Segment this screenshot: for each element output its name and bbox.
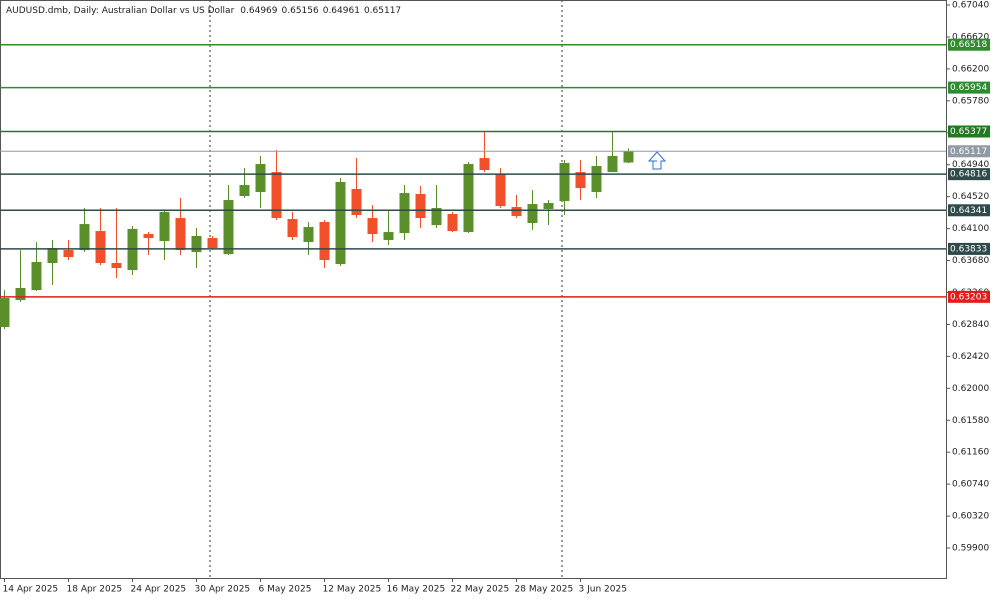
y-tick-label: 0.64520 xyxy=(952,192,989,202)
x-tick-label: 30 Apr 2025 xyxy=(195,585,251,595)
candle-body xyxy=(95,231,106,263)
plot-frame xyxy=(0,0,947,579)
level-label: 0.65954 xyxy=(950,83,987,93)
level-label-box xyxy=(948,125,990,138)
y-tick-label: 0.60320 xyxy=(952,512,989,522)
x-tick-label: 18 Apr 2025 xyxy=(67,585,123,595)
level-label-box xyxy=(948,145,990,158)
level-label-box xyxy=(948,81,990,94)
candle-body xyxy=(0,298,10,328)
y-tick-label: 0.59900 xyxy=(952,544,989,554)
y-tick-label: 0.60740 xyxy=(952,480,989,490)
candle-body xyxy=(479,158,490,171)
candle-body xyxy=(527,204,538,223)
x-tick-label: 24 Apr 2025 xyxy=(131,585,187,595)
candle-body xyxy=(559,162,570,202)
candle-body xyxy=(623,151,634,163)
candle-body xyxy=(111,262,122,269)
level-label-box xyxy=(948,290,990,303)
candle-body xyxy=(351,188,362,216)
x-tick-label: 22 May 2025 xyxy=(451,585,510,595)
candle-body xyxy=(175,218,186,251)
close-value: 0.65117 xyxy=(364,6,401,16)
y-tick-label: 0.61160 xyxy=(952,448,989,458)
candle-body xyxy=(335,181,346,265)
level-label: 0.66518 xyxy=(950,40,987,50)
candle-body xyxy=(591,166,602,193)
x-tick-label: 16 May 2025 xyxy=(387,585,446,595)
candle-body xyxy=(239,185,250,196)
x-tick-label: 12 May 2025 xyxy=(323,585,382,595)
candle-body xyxy=(399,193,410,234)
y-tick-label: 0.66620 xyxy=(952,32,989,42)
level-label: 0.65377 xyxy=(950,127,987,137)
candle-body xyxy=(511,207,522,216)
candle-body xyxy=(463,164,474,233)
candle-body xyxy=(447,214,458,232)
candle-body xyxy=(159,212,170,242)
candle-body xyxy=(543,202,554,209)
x-tick-label: 28 May 2025 xyxy=(515,585,574,595)
y-tick-label: 0.62420 xyxy=(952,352,989,362)
level-label-box xyxy=(948,168,990,181)
open-value: 0.64969 xyxy=(240,6,277,16)
candle-body xyxy=(431,208,442,226)
candle-body xyxy=(207,238,218,249)
level-label: 0.65117 xyxy=(950,147,987,157)
candle-body xyxy=(607,155,618,173)
candle-body xyxy=(495,174,506,207)
candle-body xyxy=(79,224,90,251)
chart-header: AUDUSD.dmb, Daily: Australian Dollar vs … xyxy=(6,6,401,16)
x-tick-label: 3 Jun 2025 xyxy=(579,585,627,595)
x-tick-label: 14 Apr 2025 xyxy=(3,585,59,595)
candle-body xyxy=(415,194,426,219)
y-tick-label: 0.67040 xyxy=(952,1,989,11)
candle-body xyxy=(223,200,234,255)
candle-body xyxy=(143,234,154,239)
buy-arrow xyxy=(647,151,667,170)
candle-body xyxy=(303,227,314,242)
candle-body xyxy=(15,288,26,301)
candle-body xyxy=(191,235,202,253)
level-label-box xyxy=(948,242,990,255)
x-tick-label: 6 May 2025 xyxy=(259,585,312,595)
low-value: 0.64961 xyxy=(323,6,360,16)
y-tick-label: 0.62000 xyxy=(952,384,989,394)
y-tick-label: 0.66200 xyxy=(952,64,989,74)
level-label: 0.64341 xyxy=(950,206,987,216)
candle-body xyxy=(367,218,378,235)
candle-body xyxy=(255,164,266,193)
chart-title: AUDUSD.dmb, Daily: Australian Dollar vs … xyxy=(6,6,235,16)
level-label: 0.64816 xyxy=(950,170,987,180)
candle-body xyxy=(575,172,586,189)
candle-body xyxy=(271,172,282,219)
y-tick-label: 0.63680 xyxy=(952,256,989,266)
candle-body xyxy=(63,250,74,258)
candle-body xyxy=(383,232,394,241)
candle-body xyxy=(31,262,42,291)
y-tick-label: 0.64940 xyxy=(952,160,989,170)
candle-body xyxy=(287,219,298,238)
candle-body xyxy=(47,248,58,263)
y-tick-label: 0.61580 xyxy=(952,416,989,426)
y-tick-label: 0.65780 xyxy=(952,96,989,106)
level-label: 0.63833 xyxy=(950,244,987,254)
level-label: 0.63203 xyxy=(950,292,987,302)
level-label-box xyxy=(948,38,990,51)
high-value: 0.65156 xyxy=(282,6,319,16)
level-label-box xyxy=(948,204,990,217)
y-tick-label: 0.64100 xyxy=(952,224,989,234)
y-tick-label: 0.62840 xyxy=(952,320,989,330)
candle-body xyxy=(319,221,330,261)
